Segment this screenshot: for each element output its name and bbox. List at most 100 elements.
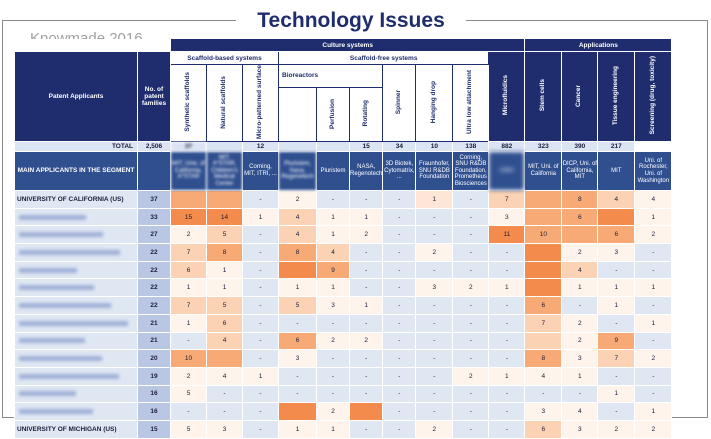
table-cell: 7	[488, 190, 526, 209]
table-cell: -	[242, 190, 279, 209]
table-cell: 2	[634, 349, 673, 368]
table-cell: 1	[488, 278, 526, 298]
patent-applicants-header: Patent Applicants	[14, 50, 138, 143]
family-count: 33	[137, 207, 171, 227]
table-cell: 1	[597, 384, 636, 404]
table-cell: 7	[597, 349, 636, 368]
table-cell: -	[348, 366, 384, 386]
table-cell: -	[242, 402, 279, 421]
table-cell: -	[452, 243, 490, 262]
table-cell: -	[597, 260, 636, 280]
total-label: TOTAL	[14, 141, 138, 153]
table-cell: -	[348, 278, 384, 298]
table-cell: -	[634, 384, 673, 404]
table-cell: -	[242, 384, 279, 404]
redacted-name	[19, 356, 102, 362]
table-cell: 6	[278, 331, 317, 351]
table-cell: 3	[488, 207, 526, 227]
table-cell: -	[382, 384, 417, 404]
page-title: Technology Issues	[236, 8, 466, 34]
col-header-hanging-drop: Hanging drop	[429, 80, 437, 124]
table-cell: -	[382, 243, 417, 262]
applicant-name	[14, 313, 138, 333]
table-cell: -	[452, 349, 490, 368]
family-count: 16	[137, 402, 171, 421]
redacted-name	[19, 249, 120, 255]
total-cell: 323	[524, 141, 563, 153]
table-cell: -	[316, 349, 350, 368]
table-cell: 1	[316, 225, 350, 245]
table-row: 21-4-6 2 2- - - -2 9-	[14, 331, 673, 351]
table-cell: -	[488, 384, 526, 404]
main-applicant-cell: Pluristem	[316, 151, 350, 192]
table-cell: 1	[242, 207, 279, 227]
applicant-name	[14, 331, 138, 351]
table-row: 21 1 6- - - - - - - -7 2-1	[14, 313, 673, 333]
family-count: 19	[137, 366, 171, 386]
table-cell: -	[316, 190, 350, 209]
table-cell: 3	[415, 278, 454, 298]
total-cell: 882	[488, 141, 526, 153]
table-cell: -	[206, 402, 243, 421]
main-applicant-cell: NASA, Regenotech	[348, 151, 384, 192]
table-cell: -	[170, 331, 207, 351]
table-cell: 7	[170, 296, 207, 315]
table-cell: 3	[524, 402, 563, 421]
table-cell: -	[561, 296, 599, 315]
table-cell: 4	[634, 190, 673, 209]
table-cell: 6	[524, 419, 563, 439]
redacted-name	[19, 267, 77, 273]
table-cell: 6	[170, 260, 207, 280]
table-cell: -	[382, 225, 417, 245]
table-cell: 8	[206, 243, 243, 262]
table-cell	[524, 207, 563, 227]
table-cell: 2	[348, 331, 384, 351]
table-cell: -	[278, 366, 317, 386]
table-cell: -	[382, 278, 417, 298]
applications-header: Applications	[524, 38, 673, 52]
table-cell: 7	[524, 313, 563, 333]
applicant-name	[14, 260, 138, 280]
table-cell: 3	[597, 243, 636, 262]
table-row: 22 7 5-5 3 1- - - -6-1-	[14, 296, 673, 315]
table-cell: 2	[170, 225, 207, 245]
table-cell: -	[452, 260, 490, 280]
col-header-screening: Screening (drug, toxicity)	[648, 56, 656, 135]
table-cell: -	[242, 313, 279, 333]
table-cell: -	[242, 243, 279, 262]
col-header-spinner: Spinner	[394, 89, 402, 115]
table-cell	[524, 190, 563, 209]
table-cell: 2	[415, 419, 454, 439]
table-cell: 1	[597, 278, 636, 298]
table-cell: -	[634, 296, 673, 315]
table-cell: 4	[316, 243, 350, 262]
applicant-name	[14, 296, 138, 315]
table-cell: 1	[348, 207, 384, 227]
table-cell: 1	[206, 260, 243, 280]
family-count: 15	[137, 419, 171, 439]
table-cell: -	[382, 260, 417, 280]
table-cell: 2	[561, 331, 599, 351]
main-applicant-cell: Fraunhofer, SNU R&DB Foundation	[415, 151, 454, 192]
table-cell	[170, 190, 207, 209]
redacted-name	[19, 320, 128, 326]
table-cell: 2	[634, 225, 673, 245]
col-header-perfusion: Perfusion	[328, 98, 336, 129]
table-cell: -	[634, 260, 673, 280]
total-cell: 15	[348, 141, 384, 153]
table-cell: -	[452, 207, 490, 227]
table-cell: 10	[524, 225, 563, 245]
table-cell: 1	[316, 207, 350, 227]
table-cell	[524, 278, 563, 298]
table-row: UNIVERSITY OF MICHIGAN (US) 15 5 3-1 1- -2- -6…	[14, 419, 673, 439]
patent-table: Culture systems Applications Patent Appl…	[14, 38, 673, 439]
table-cell: -	[634, 366, 673, 386]
table-cell: 5	[170, 419, 207, 439]
table-cell: -	[452, 225, 490, 245]
table-cell: 7	[170, 243, 207, 262]
table-cell: -	[242, 278, 279, 298]
redacted-name	[19, 232, 103, 238]
applicant-name	[14, 402, 138, 421]
table-cell: -	[597, 402, 636, 421]
table-cell: -	[242, 331, 279, 351]
